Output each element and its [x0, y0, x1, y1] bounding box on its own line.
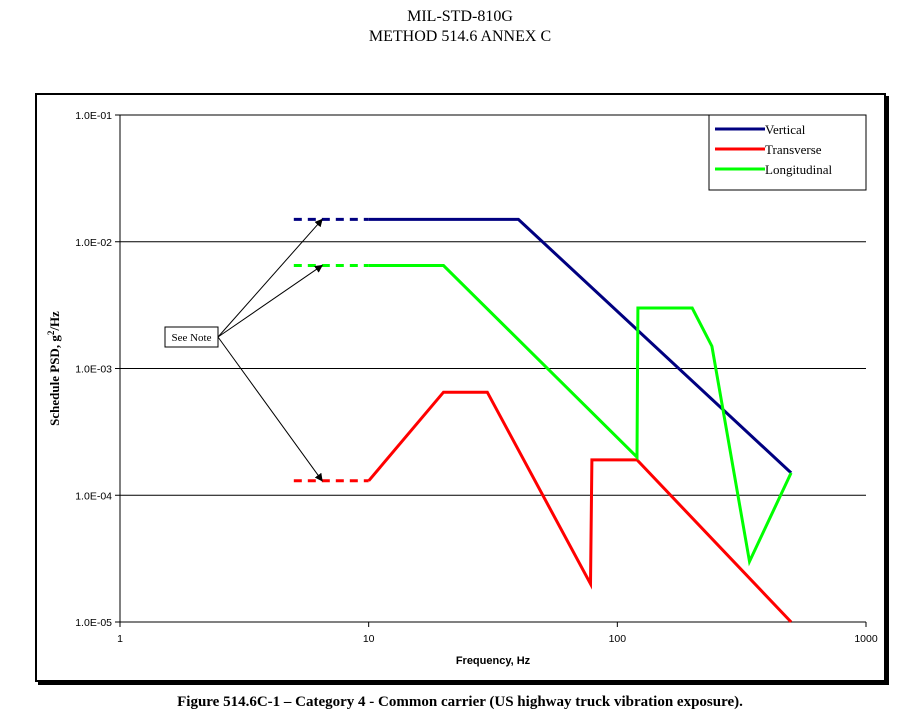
y-tick-label-4: 1.0E-05: [75, 617, 112, 629]
x-axis-title: Frequency, Hz: [456, 655, 531, 667]
series-line-vertical: [368, 217, 793, 474]
y-axis-title-tail: /Hz: [47, 311, 62, 332]
y-tick-label-2: 1.0E-03: [75, 364, 112, 376]
series-line-longitudinal: [368, 264, 793, 567]
y-tick-label-0: 1.0E-01: [75, 110, 112, 122]
see-note-label: See Note: [171, 332, 211, 344]
document-header-line1: MIL-STD-810G: [407, 8, 513, 25]
x-tick-label-1: 10: [363, 633, 375, 645]
document-header-line2: METHOD 514.6 ANNEX C: [368, 28, 552, 45]
see-note-arrow-0: [217, 218, 323, 338]
y-axis-title-main: Schedule PSD, g: [47, 335, 62, 426]
x-tick-label-3: 1000: [854, 633, 878, 645]
y-axis-title-sup: 2: [46, 330, 56, 335]
psd-chart: 1.0E-01 1.0E-02 1.0E-03 1.0E-04 1.0E-05 1 10 10…: [46, 110, 878, 667]
see-note-arrow-1: [217, 264, 323, 338]
legend-label-transverse: Transverse: [765, 142, 822, 157]
figure-caption: Figure 514.6C-1 – Category 4 - Common ca…: [177, 694, 743, 710]
legend-label-vertical: Vertical: [765, 122, 806, 137]
x-tick-label-2: 100: [609, 633, 627, 645]
see-note-arrow-2: [217, 336, 323, 482]
y-tick-label-3: 1.0E-04: [75, 490, 112, 502]
series-line-transverse: [367, 390, 793, 624]
x-tick-label-0: 1: [117, 633, 123, 645]
y-axis-title: Schedule PSD, g2/Hz: [46, 311, 62, 426]
y-tick-label-1: 1.0E-02: [75, 237, 112, 249]
chart-frame: 1.0E-01 1.0E-02 1.0E-03 1.0E-04 1.0E-05 1 10 10…: [35, 93, 886, 682]
legend-label-longitudinal: Longitudinal: [765, 162, 833, 177]
